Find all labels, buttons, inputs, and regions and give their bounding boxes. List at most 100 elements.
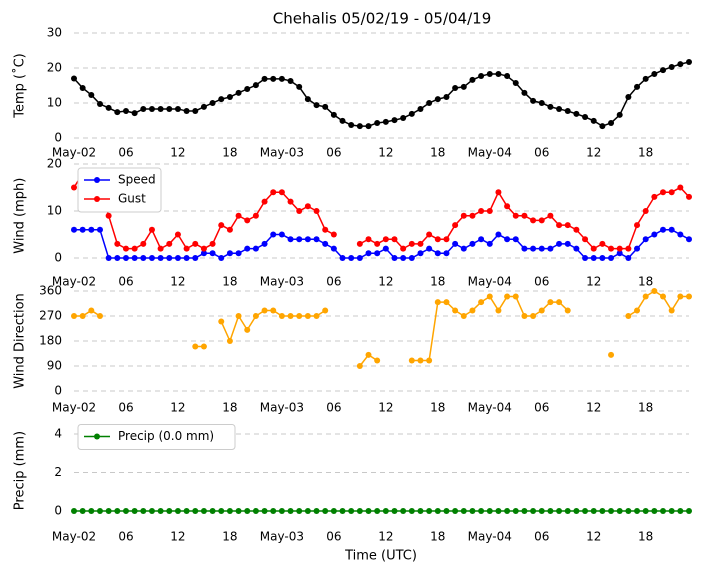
data-point xyxy=(348,122,355,129)
data-point xyxy=(71,226,77,233)
data-point xyxy=(365,236,372,243)
data-point xyxy=(512,212,519,219)
data-point xyxy=(296,313,303,319)
data-point xyxy=(200,507,207,514)
data-point xyxy=(382,118,389,125)
data-point xyxy=(114,507,121,514)
y-tick-label: 0 xyxy=(54,503,62,517)
data-point xyxy=(426,231,433,238)
data-point xyxy=(573,226,580,233)
x-tick-label: May-04 xyxy=(468,401,512,415)
x-tick-label: 06 xyxy=(118,146,133,160)
x-tick-label: 18 xyxy=(430,401,445,415)
data-point xyxy=(122,108,129,115)
legend-marker xyxy=(94,433,100,440)
y-tick-label: 0 xyxy=(54,384,62,398)
data-point xyxy=(582,236,589,243)
data-point xyxy=(538,245,545,252)
data-point xyxy=(504,236,511,243)
data-point xyxy=(400,245,407,252)
data-point xyxy=(365,123,372,130)
data-point xyxy=(538,307,545,314)
data-point xyxy=(365,507,372,514)
data-point xyxy=(148,255,155,261)
data-point xyxy=(547,245,554,252)
data-point xyxy=(252,507,259,514)
data-point xyxy=(686,193,692,200)
data-point xyxy=(582,114,589,120)
data-point xyxy=(512,293,519,300)
data-point xyxy=(131,507,138,514)
data-point xyxy=(79,84,86,91)
data-point xyxy=(625,507,632,514)
data-point xyxy=(261,75,268,82)
data-point xyxy=(478,236,485,243)
data-point xyxy=(504,203,511,210)
y-tick-label: 10 xyxy=(47,204,62,218)
x-tick-label: 18 xyxy=(430,146,445,160)
data-point xyxy=(469,307,476,314)
data-point xyxy=(391,507,398,514)
x-tick-label: 12 xyxy=(378,275,393,289)
x-tick-label: May-03 xyxy=(260,401,304,415)
data-point xyxy=(122,255,129,261)
data-point xyxy=(530,217,537,224)
y-tick-label: 20 xyxy=(47,61,62,75)
y-tick-label: 90 xyxy=(47,359,62,373)
data-point xyxy=(339,255,346,261)
data-point xyxy=(287,77,294,84)
x-tick-label: 12 xyxy=(378,530,393,544)
x-tick-label: 12 xyxy=(170,275,185,289)
x-tick-label: 18 xyxy=(222,275,237,289)
data-point xyxy=(443,507,450,514)
data-point xyxy=(599,240,606,247)
x-tick-label: 12 xyxy=(170,146,185,160)
data-point xyxy=(599,255,606,261)
data-point xyxy=(322,240,329,247)
data-point xyxy=(391,236,398,243)
data-point xyxy=(244,245,251,252)
data-point xyxy=(252,82,259,89)
data-point xyxy=(486,293,493,300)
data-point xyxy=(270,307,277,314)
legend-label: Speed xyxy=(118,173,156,187)
data-point xyxy=(374,240,381,247)
x-tick-label: 18 xyxy=(430,530,445,544)
x-tick-label: May-04 xyxy=(468,530,512,544)
data-point xyxy=(660,189,667,196)
data-point xyxy=(521,313,528,319)
data-point xyxy=(382,236,389,243)
y-tick-label: 2 xyxy=(54,465,62,479)
data-point xyxy=(174,231,181,238)
x-tick-label: 12 xyxy=(586,275,601,289)
data-point xyxy=(209,100,216,106)
data-point xyxy=(660,226,667,233)
data-point xyxy=(183,245,190,252)
data-point xyxy=(486,507,493,514)
data-point xyxy=(547,507,554,514)
x-tick-label: 12 xyxy=(170,401,185,415)
data-point xyxy=(530,313,537,319)
data-point xyxy=(530,507,537,514)
x-tick-label: May-04 xyxy=(468,275,512,289)
data-point xyxy=(114,255,121,261)
data-point xyxy=(322,307,329,314)
x-tick-label: 18 xyxy=(222,530,237,544)
data-point xyxy=(521,507,528,514)
data-point xyxy=(131,255,138,261)
data-point xyxy=(417,250,424,257)
data-point xyxy=(261,507,268,514)
data-point xyxy=(668,507,675,514)
data-point xyxy=(261,307,268,314)
data-point xyxy=(616,245,623,252)
y-axis-label: Precip (mm) xyxy=(13,431,28,510)
data-point xyxy=(434,236,441,243)
data-point xyxy=(365,351,372,358)
x-tick-label: 12 xyxy=(378,146,393,160)
data-point xyxy=(668,307,675,314)
data-point xyxy=(209,507,216,514)
data-point xyxy=(270,75,277,82)
x-tick-label: 06 xyxy=(534,146,549,160)
data-point xyxy=(322,507,329,514)
y-axis-label: Wind Direction xyxy=(13,293,28,389)
